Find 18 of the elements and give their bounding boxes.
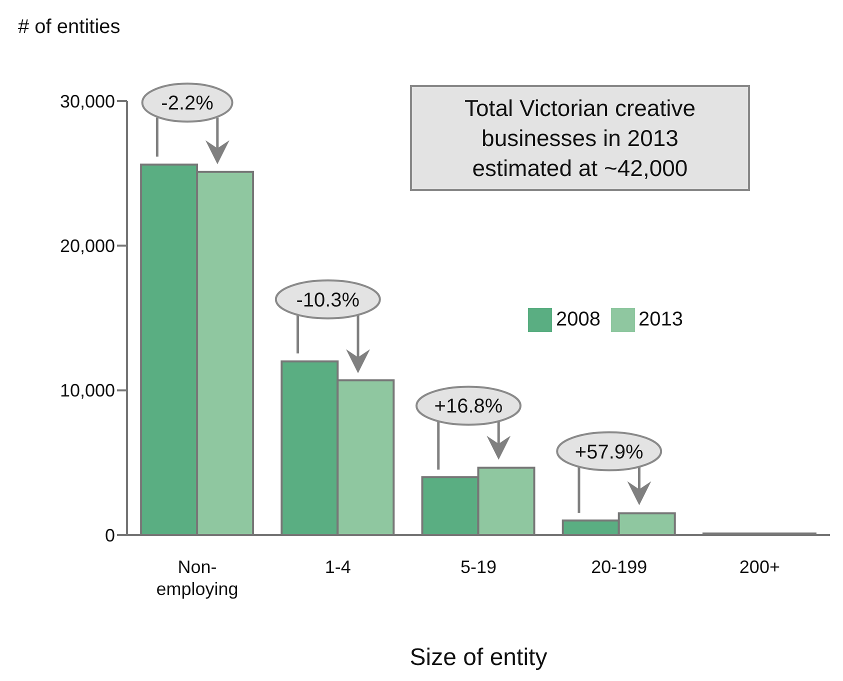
y-tick-label: 0 (104, 525, 115, 546)
legend-label: 2008 (556, 308, 600, 330)
x-tick-label: 200+ (739, 557, 780, 577)
annotation: +57.9% (574, 441, 644, 464)
y-tick-label: 30,000 (60, 91, 115, 112)
annotation: -10.3% (296, 289, 360, 312)
y-tick-label: 20,000 (60, 236, 115, 256)
note-box: Total Victorian creative businesses in 2013 estimated at ~42,000 (410, 85, 750, 191)
x-tick-label: 1-4 (324, 557, 351, 577)
x-tick-label: 5-19 (460, 557, 497, 577)
y-tick-label: 10,000 (60, 380, 115, 401)
x-tick-label: Non-employing (156, 557, 238, 599)
x-axis-title: Size of entity (410, 644, 548, 671)
annotation: -2.2% (161, 92, 214, 115)
x-tick-label: 20-199 (591, 557, 648, 577)
legend-label: 2013 (638, 308, 683, 330)
annotation: +16.8% (434, 396, 503, 418)
y-axis-title: # of entities (18, 16, 120, 39)
